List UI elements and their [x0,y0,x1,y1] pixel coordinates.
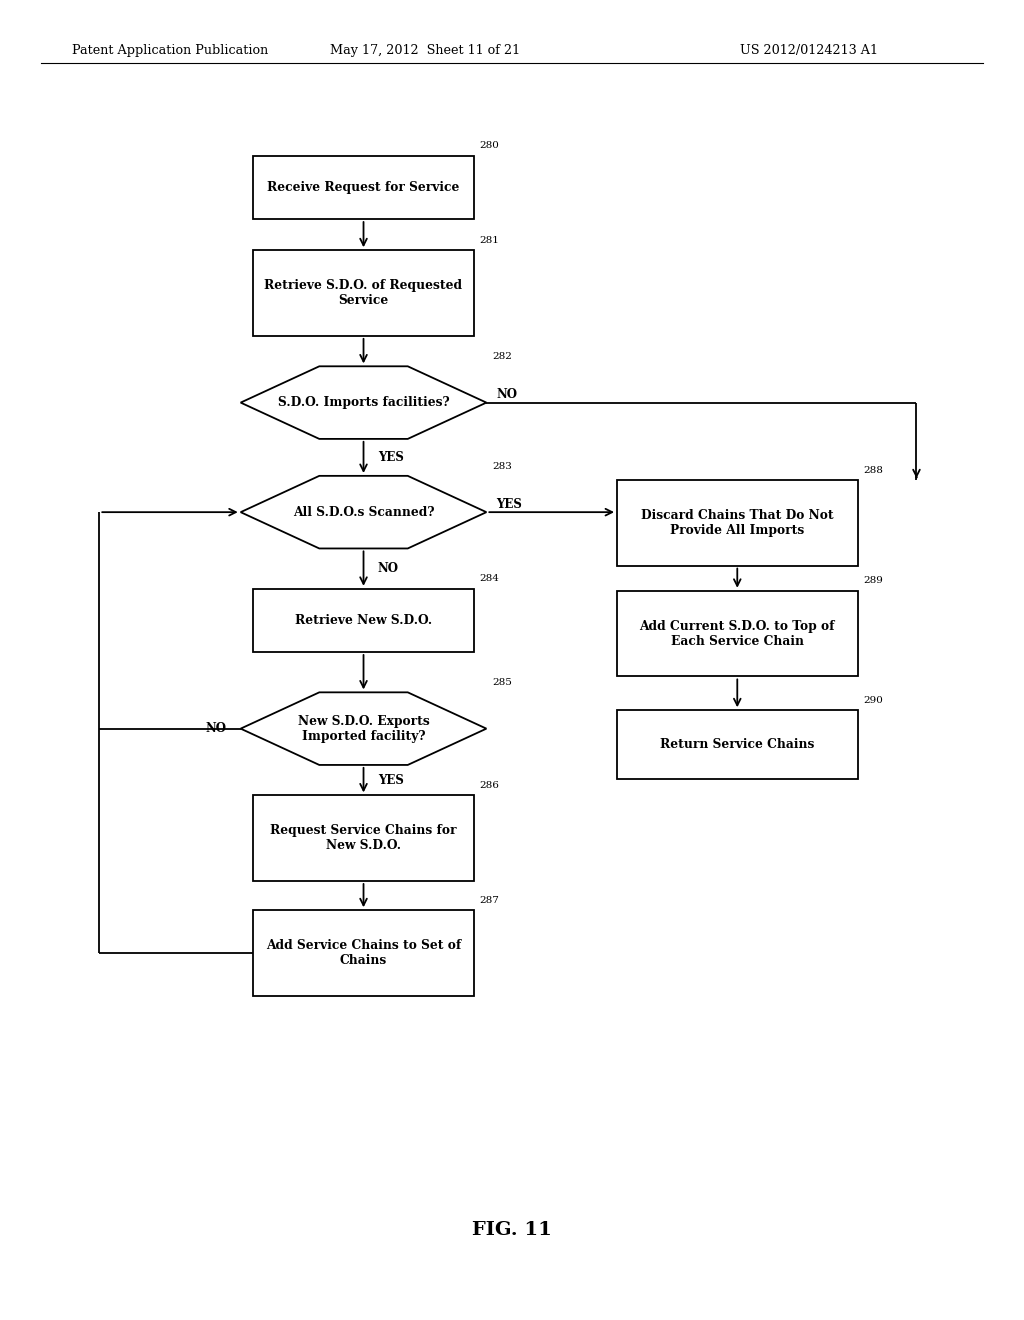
Text: New S.D.O. Exports
Imported facility?: New S.D.O. Exports Imported facility? [298,714,429,743]
Text: Add Current S.D.O. to Top of
Each Service Chain: Add Current S.D.O. to Top of Each Servic… [640,619,835,648]
Text: Receive Request for Service: Receive Request for Service [267,181,460,194]
FancyBboxPatch shape [616,479,858,565]
Text: 284: 284 [479,574,500,583]
Text: Add Service Chains to Set of
Chains: Add Service Chains to Set of Chains [266,939,461,968]
Text: NO: NO [378,562,399,576]
Text: YES: YES [497,498,522,511]
Text: YES: YES [378,774,403,787]
Text: FIG. 11: FIG. 11 [472,1221,552,1239]
Text: 285: 285 [493,678,512,686]
Text: Discard Chains That Do Not
Provide All Imports: Discard Chains That Do Not Provide All I… [641,508,834,537]
Text: US 2012/0124213 A1: US 2012/0124213 A1 [740,44,878,57]
Text: 280: 280 [479,141,500,150]
Polygon shape [241,692,486,766]
FancyBboxPatch shape [254,911,473,995]
Text: Request Service Chains for
New S.D.O.: Request Service Chains for New S.D.O. [270,824,457,853]
Text: Retrieve New S.D.O.: Retrieve New S.D.O. [295,614,432,627]
Text: Patent Application Publication: Patent Application Publication [72,44,268,57]
Text: NO: NO [205,722,226,735]
Text: 281: 281 [479,236,500,244]
FancyBboxPatch shape [616,591,858,676]
Text: 290: 290 [863,696,884,705]
Text: All S.D.O.s Scanned?: All S.D.O.s Scanned? [293,506,434,519]
Text: Return Service Chains: Return Service Chains [660,738,814,751]
FancyBboxPatch shape [254,251,473,335]
Text: S.D.O. Imports facilities?: S.D.O. Imports facilities? [278,396,450,409]
Text: Retrieve S.D.O. of Requested
Service: Retrieve S.D.O. of Requested Service [264,279,463,308]
Text: 282: 282 [493,352,512,362]
Polygon shape [241,367,486,438]
FancyBboxPatch shape [254,795,473,882]
Text: 286: 286 [479,781,500,789]
FancyBboxPatch shape [616,710,858,779]
Text: YES: YES [378,451,403,463]
FancyBboxPatch shape [254,156,473,219]
Text: 288: 288 [863,466,884,475]
Text: May 17, 2012  Sheet 11 of 21: May 17, 2012 Sheet 11 of 21 [330,44,520,57]
Text: 283: 283 [493,462,512,471]
Text: 287: 287 [479,896,500,906]
Text: 289: 289 [863,577,884,586]
Polygon shape [241,477,486,549]
Text: NO: NO [497,388,518,401]
FancyBboxPatch shape [254,589,473,652]
